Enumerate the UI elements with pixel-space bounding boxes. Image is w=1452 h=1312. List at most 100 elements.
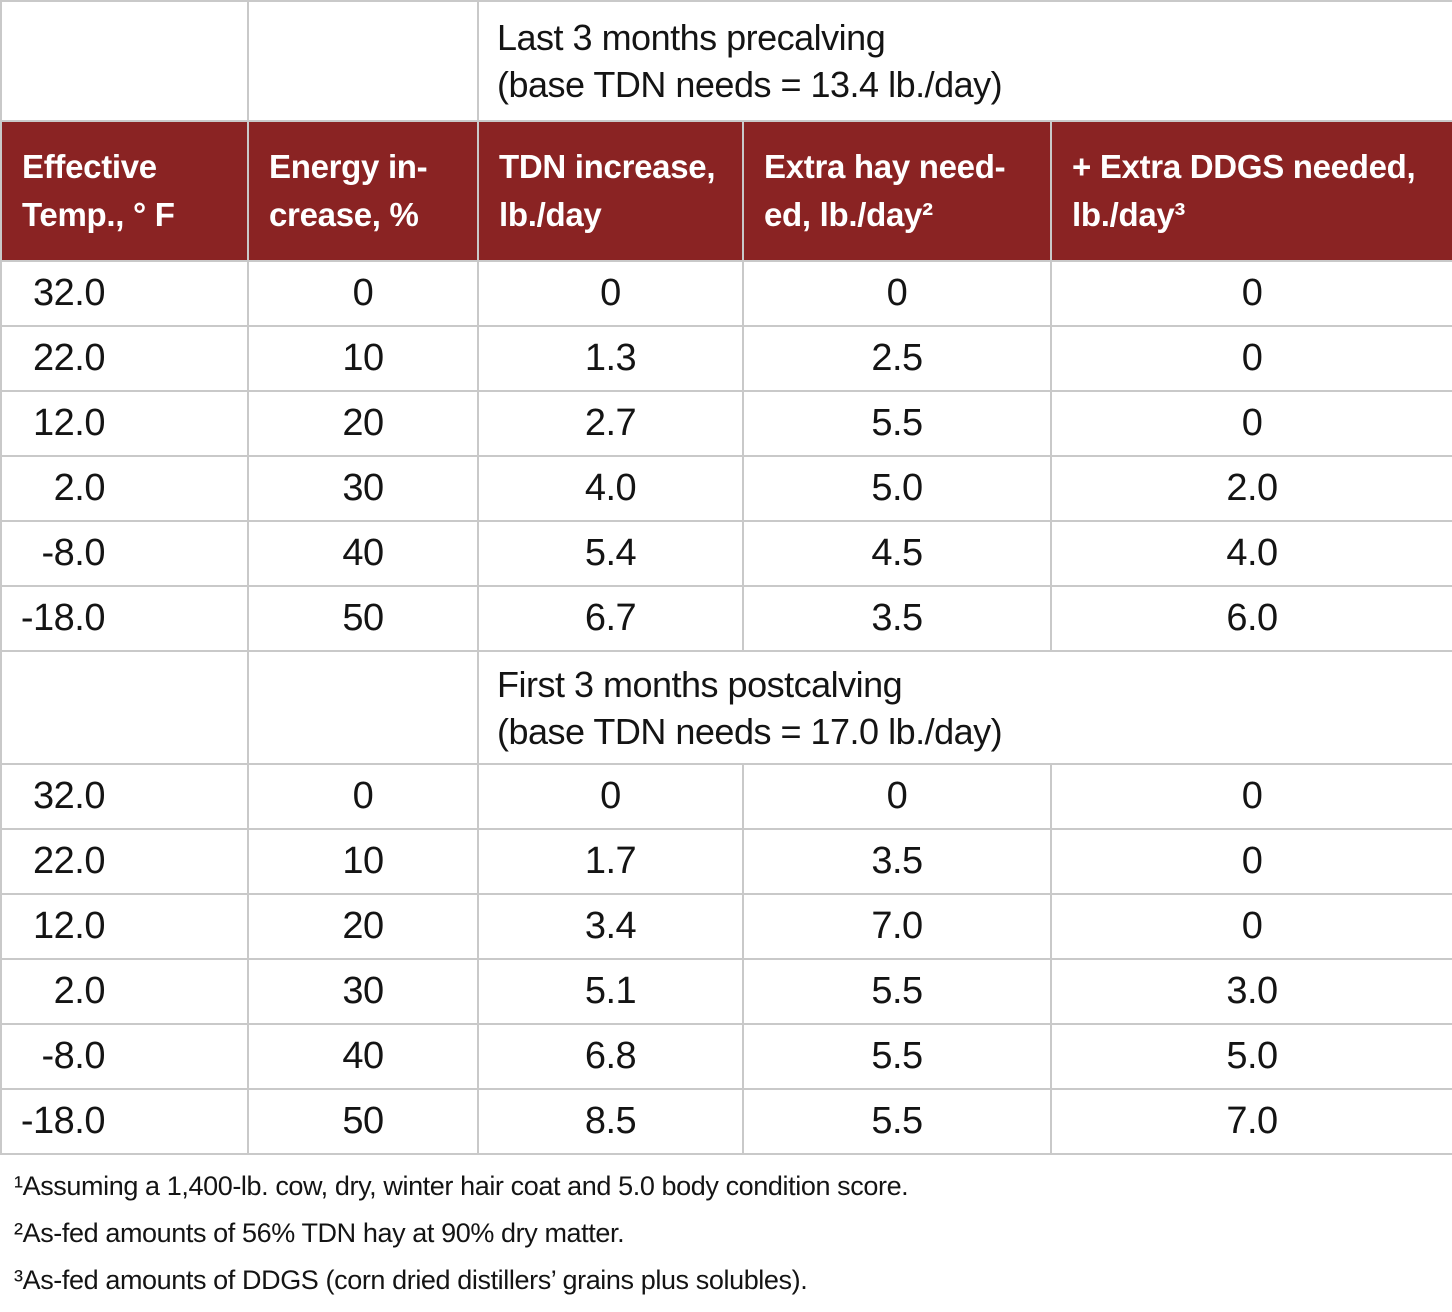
cell-extra-ddgs: 5.0 (1049, 1023, 1452, 1090)
cell-extra-hay: 5.5 (742, 390, 1052, 457)
column-header-line: + Extra DDGS needed, (1072, 148, 1416, 185)
cell-energy-increase: 40 (247, 520, 479, 587)
cell-energy-increase: 40 (247, 1023, 479, 1090)
empty-cell (247, 650, 479, 765)
cell-effective-temp: 2.0 (0, 958, 249, 1025)
cell-extra-ddgs: 3.0 (1049, 958, 1452, 1025)
cell-effective-temp: -18.0 (0, 1088, 249, 1155)
column-header-line: lb./day (499, 196, 602, 233)
cell-energy-increase: 0 (247, 763, 479, 830)
cell-tdn-increase: 6.8 (477, 1023, 744, 1090)
section-title-line: (base TDN needs = 17.0 lb./day) (497, 710, 1003, 752)
table-row: 22.0 10 1.3 2.5 0 (0, 325, 1452, 392)
cell-extra-ddgs: 0 (1049, 325, 1452, 392)
table-row: 22.0 10 1.7 3.5 0 (0, 828, 1452, 895)
cell-extra-hay: 7.0 (742, 893, 1052, 960)
cell-effective-temp: -18.0 (0, 585, 249, 652)
cell-energy-increase: 30 (247, 455, 479, 522)
footnote-3: ³As-fed amounts of DDGS (corn dried dist… (14, 1265, 808, 1295)
cell-effective-temp: 2.0 (0, 455, 249, 522)
cell-energy-increase: 30 (247, 958, 479, 1025)
cell-tdn-increase: 8.5 (477, 1088, 744, 1155)
cell-effective-temp: -8.0 (0, 1023, 249, 1090)
section-title-postcalving: First 3 months postcalving (base TDN nee… (476, 650, 1452, 765)
cell-extra-hay: 5.0 (742, 455, 1052, 522)
cell-energy-increase: 50 (247, 585, 479, 652)
section-title-line: First 3 months postcalving (497, 663, 903, 705)
table-row: -8.0 40 5.4 4.5 4.0 (0, 520, 1452, 587)
footnote-1: ¹Assuming a 1,400-lb. cow, dry, winter h… (14, 1171, 909, 1201)
cell-extra-hay: 3.5 (742, 828, 1052, 895)
column-header-effective-temp: Effective Temp., ° F (0, 120, 249, 262)
column-header-line: crease, % (269, 196, 419, 233)
table-row: 2.0 30 5.1 5.5 3.0 (0, 958, 1452, 1025)
empty-cell (247, 0, 479, 122)
cell-extra-hay: 5.5 (742, 1088, 1052, 1155)
section-title-precalving: Last 3 months precalving (base TDN needs… (476, 0, 1452, 122)
cell-extra-ddgs: 4.0 (1049, 520, 1452, 587)
cell-extra-hay: 5.5 (742, 958, 1052, 1025)
column-header-line: Energy in- (269, 148, 428, 185)
empty-cell (0, 0, 249, 122)
cell-extra-hay: 4.5 (742, 520, 1052, 587)
column-header-line: ed, lb./day² (764, 196, 933, 233)
cell-tdn-increase: 2.7 (477, 390, 744, 457)
table-row: -18.0 50 8.5 5.5 7.0 (0, 1088, 1452, 1155)
cell-tdn-increase: 1.7 (477, 828, 744, 895)
cell-extra-ddgs: 0 (1049, 893, 1452, 960)
column-header-energy-increase: Energy in- crease, % (247, 120, 479, 262)
winter-feeding-table: Last 3 months precalving (base TDN needs… (0, 0, 1452, 1155)
cell-extra-hay: 0 (742, 763, 1052, 830)
table-row: 32.0 0 0 0 0 (0, 260, 1452, 327)
cell-effective-temp: 22.0 (0, 325, 249, 392)
cell-extra-hay: 3.5 (742, 585, 1052, 652)
cell-extra-ddgs: 0 (1049, 260, 1452, 327)
cell-effective-temp: 12.0 (0, 390, 249, 457)
empty-cell (0, 650, 249, 765)
table-row: 2.0 30 4.0 5.0 2.0 (0, 455, 1452, 522)
cell-tdn-increase: 1.3 (477, 325, 744, 392)
cell-tdn-increase: 3.4 (477, 893, 744, 960)
cell-tdn-increase: 4.0 (477, 455, 744, 522)
section-title-row-precalving: Last 3 months precalving (base TDN needs… (0, 0, 1452, 122)
column-header-line: Extra hay need- (764, 148, 1006, 185)
column-header-tdn-increase: TDN increase, lb./day (477, 120, 744, 262)
cell-tdn-increase: 6.7 (477, 585, 744, 652)
column-header-extra-ddgs: + Extra DDGS needed, lb./day³ (1049, 120, 1452, 262)
column-header-line: TDN increase, (499, 148, 716, 185)
column-header-row: Effective Temp., ° F Energy in- crease, … (0, 120, 1452, 262)
cell-extra-ddgs: 2.0 (1049, 455, 1452, 522)
cell-effective-temp: 32.0 (0, 260, 249, 327)
cell-effective-temp: 12.0 (0, 893, 249, 960)
cell-effective-temp: 32.0 (0, 763, 249, 830)
column-header-line: Effective (22, 148, 157, 185)
footnotes: ¹Assuming a 1,400-lb. cow, dry, winter h… (0, 1155, 1452, 1295)
section-title-row-postcalving: First 3 months postcalving (base TDN nee… (0, 650, 1452, 765)
cell-extra-hay: 5.5 (742, 1023, 1052, 1090)
section-title-line: Last 3 months precalving (497, 17, 886, 58)
table-row: 12.0 20 2.7 5.5 0 (0, 390, 1452, 457)
column-header-extra-hay: Extra hay need- ed, lb./day² (742, 120, 1052, 262)
column-header-line: lb./day³ (1072, 196, 1186, 233)
cell-tdn-increase: 0 (477, 763, 744, 830)
cell-tdn-increase: 0 (477, 260, 744, 327)
cell-tdn-increase: 5.4 (477, 520, 744, 587)
cell-extra-ddgs: 0 (1049, 763, 1452, 830)
cell-energy-increase: 20 (247, 390, 479, 457)
cell-extra-ddgs: 7.0 (1049, 1088, 1452, 1155)
table-row: -18.0 50 6.7 3.5 6.0 (0, 585, 1452, 652)
column-header-line: Temp., ° F (22, 196, 175, 233)
cell-extra-ddgs: 0 (1049, 390, 1452, 457)
cell-extra-ddgs: 6.0 (1049, 585, 1452, 652)
cell-energy-increase: 50 (247, 1088, 479, 1155)
cell-extra-hay: 0 (742, 260, 1052, 327)
cell-energy-increase: 20 (247, 893, 479, 960)
cell-energy-increase: 0 (247, 260, 479, 327)
cell-effective-temp: 22.0 (0, 828, 249, 895)
cell-extra-hay: 2.5 (742, 325, 1052, 392)
footnote-2: ²As-fed amounts of 56% TDN hay at 90% dr… (14, 1218, 625, 1248)
cell-energy-increase: 10 (247, 325, 479, 392)
table-row: -8.0 40 6.8 5.5 5.0 (0, 1023, 1452, 1090)
table-row: 32.0 0 0 0 0 (0, 763, 1452, 830)
